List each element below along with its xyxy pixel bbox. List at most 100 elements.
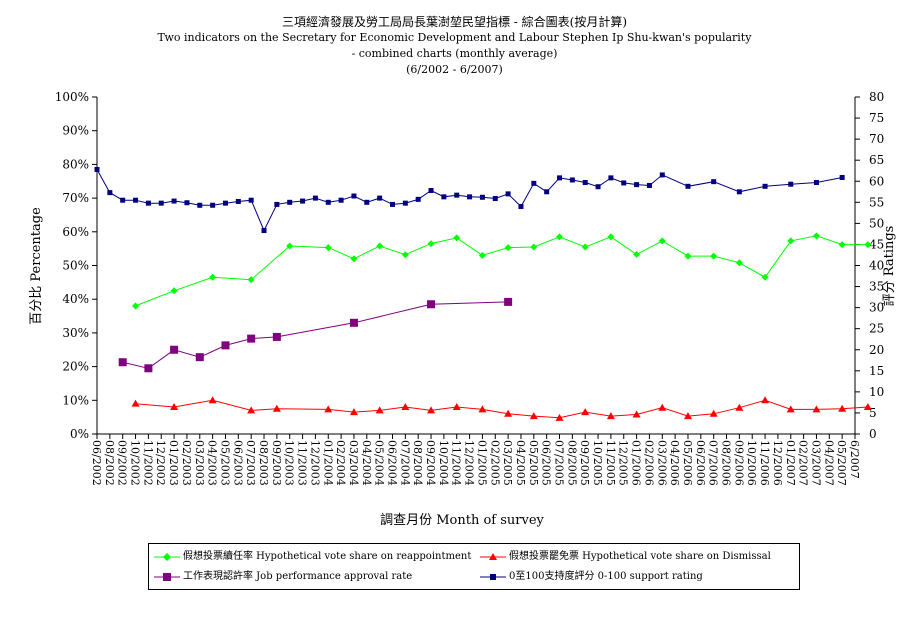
data-point (658, 403, 667, 411)
data-point (606, 412, 615, 420)
x-tick-label: 09/2003 (270, 440, 283, 486)
data-point (247, 334, 256, 343)
x-tick-label: 08/2005 (565, 440, 578, 486)
chart-titles: 三項經濟發展及勞工局局長葉澍堃民望指標 - 綜合圖表(按月計算) Two ind… (0, 14, 909, 78)
data-point (118, 358, 127, 367)
x-tick-label: 04/2006 (668, 440, 681, 486)
right-tick-label: 25 (869, 322, 884, 336)
data-point (209, 273, 217, 281)
data-point (479, 194, 485, 200)
data-point (144, 364, 153, 373)
data-point (272, 404, 281, 412)
right-tick-label: 30 (869, 301, 884, 315)
series-0 (132, 232, 872, 310)
data-point (684, 252, 692, 260)
x-tick-label: 03/2005 (501, 440, 514, 486)
data-point (170, 403, 179, 411)
right-tick-label: 55 (869, 195, 884, 209)
data-point (247, 276, 255, 284)
x-tick-label: 10/2006 (745, 440, 758, 486)
right-tick-label: 75 (869, 111, 884, 125)
x-tick-label: 08/2006 (720, 440, 733, 486)
data-point (838, 241, 846, 249)
left-tick-label: 10% (62, 393, 89, 407)
x-tick-label: 07/2004 (398, 440, 411, 486)
data-point (863, 403, 872, 411)
data-point (401, 251, 409, 259)
data-point (709, 409, 718, 417)
right-tick-label: 10 (869, 385, 884, 399)
legend-marker-triangle (480, 553, 506, 560)
data-point (428, 188, 434, 194)
right-tick-label: 5 (869, 406, 877, 420)
right-tick-label: 70 (869, 132, 884, 146)
data-point (608, 175, 614, 181)
x-tick-label: 07/2006 (707, 440, 720, 486)
x-tick-label: 06/2005 (540, 440, 553, 486)
x-tick-label: 09/2002 (116, 440, 129, 486)
x-axis-ticks: 06/2002 08/2002 09/2002 10/2002 11/2002 12/20… (90, 434, 861, 486)
x-tick-label: 12/2006 (771, 440, 784, 486)
x-tick-label: 10/2004 (437, 440, 450, 486)
x-tick-label: 09/2006 (732, 440, 745, 486)
data-point (235, 198, 241, 204)
data-point (711, 179, 717, 185)
data-point (504, 297, 513, 306)
data-point (349, 408, 358, 416)
data-point (274, 201, 280, 207)
data-point (518, 204, 524, 210)
x-tick-label: 10/2002 (129, 440, 142, 486)
x-tick-label: 06/2002 (90, 440, 103, 486)
data-point (736, 189, 742, 195)
series-3 (94, 166, 845, 234)
x-tick-label: 02/2005 (488, 440, 501, 486)
data-point (158, 200, 164, 206)
x-tick-label: 02/2003 (180, 440, 193, 486)
data-point (208, 396, 217, 404)
x-tick-label: 11/2006 (758, 440, 771, 486)
data-point (286, 242, 294, 250)
x-tick-label: 11/2002 (141, 440, 154, 486)
chart-subtitle: - combined charts (monthly average) (351, 47, 558, 60)
x-tick-label: 06/2003 (231, 440, 244, 486)
data-point (247, 406, 256, 414)
data-point (504, 244, 512, 252)
legend-label-reappointment: 假想投票續任率 Hypothetical vote share on reapp… (183, 551, 472, 562)
chart-title-english: Two indicators on the Secretary for Econ… (157, 31, 752, 44)
data-point (658, 237, 666, 245)
data-point (287, 199, 293, 205)
x-tick-label: 12/2004 (463, 440, 476, 486)
x-tick-label: 11/2005 (604, 440, 617, 486)
x-tick-label: 11/2003 (296, 440, 309, 486)
x-tick-label: 05/2006 (681, 440, 694, 486)
data-point (864, 241, 872, 249)
left-tick-label: 80% (62, 157, 89, 171)
data-point (505, 191, 511, 197)
data-point (735, 403, 744, 411)
data-point (683, 412, 692, 420)
data-point (427, 406, 436, 414)
data-point (812, 405, 821, 413)
data-point (145, 200, 151, 206)
data-point (478, 251, 486, 259)
legend-marker-square-navy (480, 574, 506, 580)
data-point (376, 242, 384, 250)
right-tick-label: 20 (869, 343, 884, 357)
right-tick-label: 65 (869, 153, 884, 167)
data-point (530, 243, 538, 251)
series-line (122, 301, 509, 369)
data-point (813, 180, 819, 186)
data-point (646, 182, 652, 188)
data-point (555, 413, 564, 421)
data-point (272, 332, 281, 341)
x-tick-label: 04/2004 (360, 440, 373, 486)
data-point (569, 177, 575, 183)
data-point (107, 190, 113, 196)
data-point (529, 412, 538, 420)
x-tick-label: 02/2007 (797, 440, 810, 486)
x-tick-label: 12/2003 (308, 440, 321, 486)
x-tick-label: 07/2005 (553, 440, 566, 486)
data-point (248, 197, 254, 203)
x-tick-label: 11/2004 (450, 440, 463, 486)
legend-label-rating: 0至100支持度評分 0-100 support rating (509, 571, 703, 582)
